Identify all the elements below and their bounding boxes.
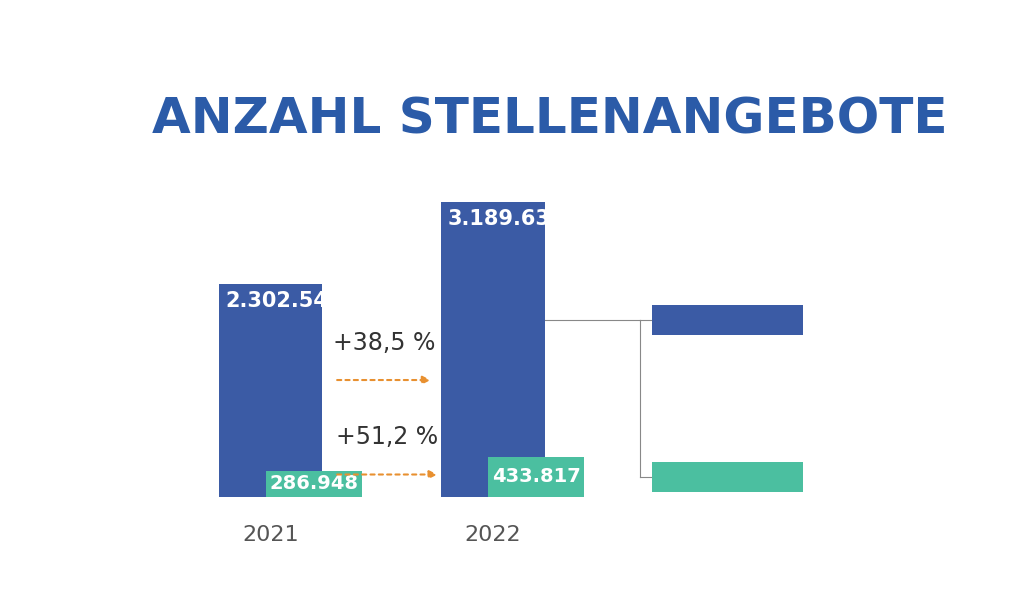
FancyBboxPatch shape xyxy=(219,284,323,497)
Text: ANZAHL STELLENANGEBOTE: ANZAHL STELLENANGEBOTE xyxy=(152,95,947,143)
FancyBboxPatch shape xyxy=(265,470,362,497)
FancyBboxPatch shape xyxy=(441,202,545,497)
Text: 3.189.639: 3.189.639 xyxy=(447,209,565,229)
Text: 2.302.542: 2.302.542 xyxy=(225,291,343,311)
Text: 286.948: 286.948 xyxy=(269,474,358,493)
FancyBboxPatch shape xyxy=(652,305,803,335)
Text: 433.817: 433.817 xyxy=(492,467,581,487)
Text: 2022: 2022 xyxy=(465,525,521,545)
Text: Vertrieb/Verkauf: Vertrieb/Verkauf xyxy=(648,467,806,487)
Text: Gesamtmarkt: Gesamtmarkt xyxy=(660,311,794,330)
FancyBboxPatch shape xyxy=(487,457,585,497)
Text: 2021: 2021 xyxy=(243,525,299,545)
Text: +38,5 %: +38,5 % xyxy=(333,331,435,355)
FancyBboxPatch shape xyxy=(652,462,803,492)
Text: +51,2 %: +51,2 % xyxy=(336,425,438,449)
